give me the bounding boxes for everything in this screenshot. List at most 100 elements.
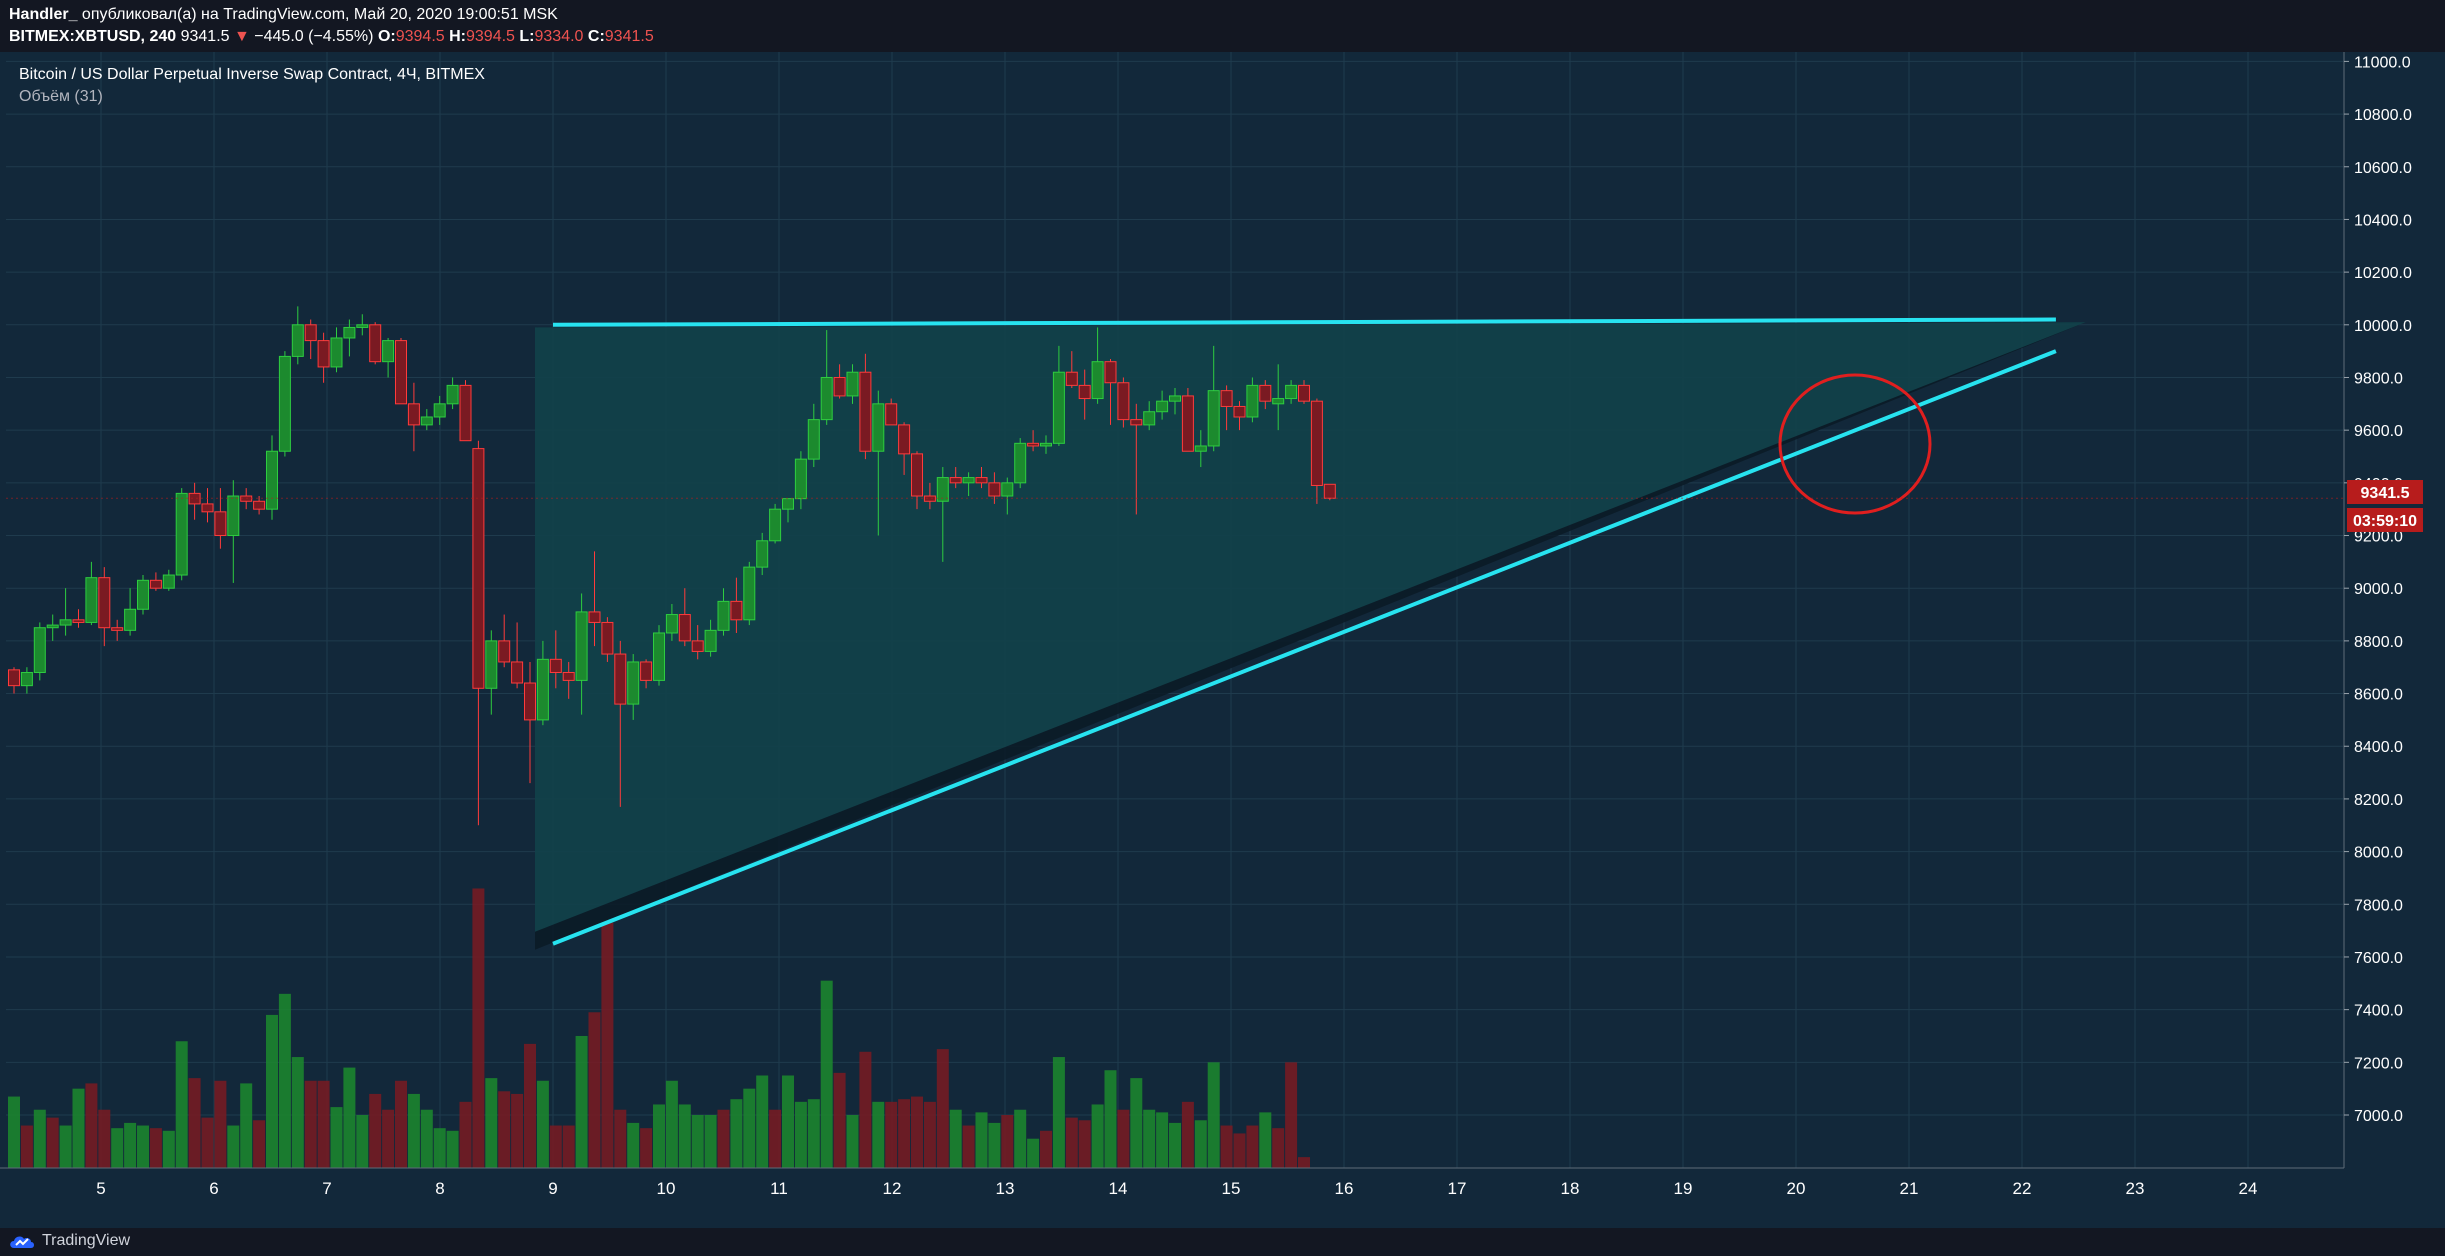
price-axis[interactable]: 11000.0 10800.0 10600.0 10400.0 10200.0 10000… xyxy=(2343,52,2445,1168)
time-tick-label: 22 xyxy=(2013,1179,2032,1198)
candle-body xyxy=(175,492,188,576)
candle-body xyxy=(330,337,343,368)
candle-body xyxy=(911,453,923,497)
candle-body xyxy=(356,324,369,328)
volume-bar xyxy=(988,1122,1001,1168)
price-tick-label: 7600.0 xyxy=(2354,950,2403,967)
candle-body xyxy=(743,566,756,621)
candle-body xyxy=(1194,445,1207,452)
time-tick-label: 24 xyxy=(2239,1179,2258,1198)
candle-body xyxy=(1052,371,1065,444)
time-axis[interactable]: 5 6 7 8 9 10 11 12 13 14 15 16 17 18 19 20 21 22 23 24 xyxy=(0,1167,2344,1198)
volume-bar xyxy=(601,922,614,1168)
candle-body xyxy=(962,477,975,484)
candle-body xyxy=(1143,411,1156,426)
volume-bar xyxy=(1065,1117,1078,1168)
volume-bar xyxy=(1078,1120,1091,1168)
volume-bar xyxy=(317,1080,330,1168)
volume-bar xyxy=(46,1117,59,1168)
volume-bar xyxy=(240,1083,253,1168)
candle-body xyxy=(640,661,653,681)
candle-body xyxy=(227,495,240,537)
candle-body xyxy=(653,632,665,681)
candle-body xyxy=(562,671,575,681)
candle-body xyxy=(1220,390,1233,407)
price-tick-label: 7400.0 xyxy=(2354,1003,2403,1020)
volume-bar xyxy=(291,1057,304,1168)
candle-body xyxy=(678,614,691,642)
volume-bar xyxy=(1014,1109,1027,1168)
candle-body xyxy=(201,503,214,513)
candlestick-chart[interactable]: 11000.0 10800.0 10600.0 10400.0 10200.0 10000… xyxy=(0,52,2445,1228)
author-line: Handler_ опубликовал(а) на TradingView.c… xyxy=(9,6,558,24)
volume-bar xyxy=(1001,1115,1014,1168)
price-tick-label: 10200.0 xyxy=(2354,265,2412,282)
price-tick-label: 7200.0 xyxy=(2354,1055,2403,1072)
candle-body xyxy=(1181,395,1194,452)
volume-bar xyxy=(730,1099,743,1168)
candle-body xyxy=(1027,442,1040,447)
candle-body xyxy=(1001,482,1014,497)
time-tick-label: 6 xyxy=(209,1179,218,1198)
breakout-highlight-circle xyxy=(1778,373,1932,515)
candle-body xyxy=(717,600,730,631)
candle-body xyxy=(807,419,820,460)
candle-body xyxy=(820,376,833,421)
tradingview-logo[interactable]: TradingView xyxy=(8,1232,130,1250)
candle-body xyxy=(1040,442,1052,447)
volume-bar xyxy=(588,1012,601,1168)
time-tick-label: 7 xyxy=(322,1179,331,1198)
candle-body xyxy=(833,376,846,397)
symbol: BITMEX:XBTUSD, 240 xyxy=(9,28,177,45)
candle-body xyxy=(1323,483,1336,499)
volume-bar xyxy=(1285,1062,1298,1168)
candle-body xyxy=(665,614,678,634)
author-name[interactable]: Handler_ xyxy=(9,6,78,23)
volume-bar xyxy=(85,1083,98,1168)
candle-body xyxy=(794,458,807,500)
candle-body xyxy=(769,508,782,542)
volume-bar xyxy=(227,1125,240,1168)
volume-bar xyxy=(511,1093,524,1168)
candle-body xyxy=(691,640,704,652)
candle-body xyxy=(1259,384,1272,402)
candle-body xyxy=(898,424,911,455)
candle-body xyxy=(601,621,614,655)
volume-bar xyxy=(549,1125,562,1168)
time-tick-label: 14 xyxy=(1109,1179,1128,1198)
price-badges: 9341.5 03:59:10 xyxy=(2347,480,2423,532)
candle-body xyxy=(549,658,562,673)
volume-bar xyxy=(1246,1125,1259,1168)
candle-body xyxy=(627,661,640,705)
open-label: O: xyxy=(377,28,396,45)
high-label: H: xyxy=(449,28,466,45)
time-tick-label: 20 xyxy=(1787,1179,1806,1198)
candle-body xyxy=(936,477,949,502)
low-label: L: xyxy=(519,28,535,45)
candle-body xyxy=(33,627,46,673)
candle-body xyxy=(8,669,20,687)
time-tick-label: 15 xyxy=(1222,1179,1241,1198)
last-price-badge-bg xyxy=(2347,480,2423,504)
volume-bar xyxy=(266,1014,278,1168)
brand-name: TradingView xyxy=(42,1232,131,1249)
volume-bar xyxy=(794,1101,807,1168)
candle-body xyxy=(1233,405,1246,418)
candle-body xyxy=(1246,384,1259,418)
chart-area[interactable]: 11000.0 10800.0 10600.0 10400.0 10200.0 10000… xyxy=(0,52,2445,1228)
price-tick-label: 9800.0 xyxy=(2354,370,2403,387)
volume-bar xyxy=(111,1128,124,1168)
volume-bar xyxy=(330,1107,343,1168)
candle-body xyxy=(149,579,162,589)
last-price: 9341.5 xyxy=(180,28,230,45)
volume-bar xyxy=(1298,1157,1310,1168)
candle-body xyxy=(59,619,72,626)
candle-body xyxy=(343,326,356,339)
candle-body xyxy=(975,477,988,484)
trend-lines[interactable] xyxy=(6,317,2344,946)
volume-bar xyxy=(1169,1122,1181,1168)
volume-bar xyxy=(420,1109,433,1168)
volume-bar xyxy=(188,1078,201,1168)
candle-body xyxy=(923,495,936,502)
candle-body xyxy=(511,661,524,684)
